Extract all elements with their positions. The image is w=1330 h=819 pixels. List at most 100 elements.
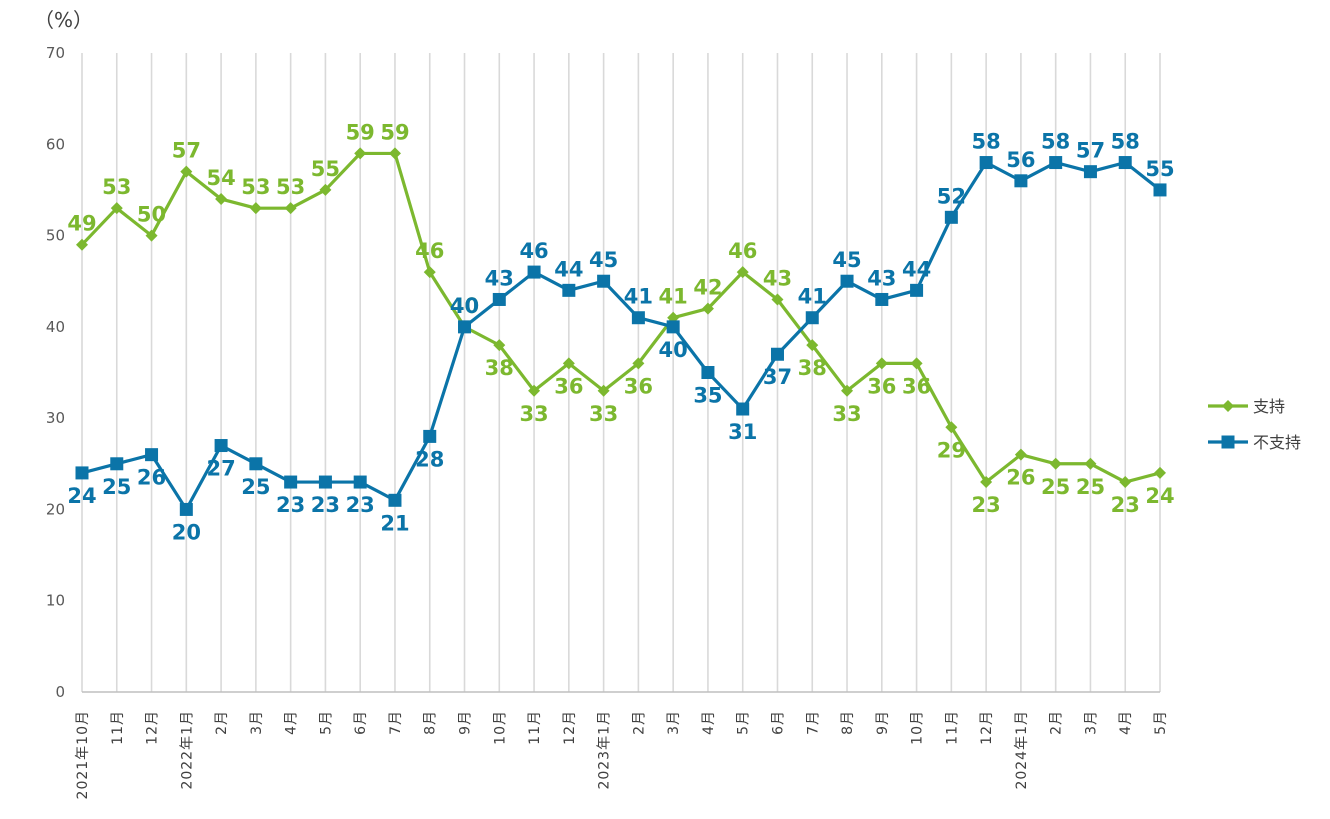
- data-point: [632, 357, 645, 370]
- data-point: [110, 202, 123, 215]
- data-point: [528, 384, 541, 397]
- data-label: 53: [276, 175, 305, 199]
- data-point: [910, 357, 923, 370]
- data-label: 57: [172, 139, 201, 163]
- data-label: 23: [311, 493, 340, 517]
- data-point: [806, 339, 819, 352]
- x-tick-label: 10月: [492, 710, 508, 745]
- data-label: 56: [1006, 148, 1035, 172]
- data-label: 25: [1041, 475, 1070, 499]
- data-label: 37: [763, 365, 792, 389]
- data-label: 59: [346, 120, 375, 144]
- data-point: [110, 457, 124, 471]
- x-tick-label: 5月: [736, 710, 752, 735]
- x-tick-label: 12月: [562, 710, 578, 745]
- data-point: [458, 320, 472, 334]
- x-tick-label: 2023年1月: [597, 710, 613, 790]
- data-label: 55: [1145, 157, 1174, 181]
- data-label: 40: [450, 294, 479, 318]
- x-tick-label: 8月: [840, 710, 856, 735]
- y-tick-label: 70: [46, 44, 65, 62]
- grid-lines: [81, 53, 1161, 692]
- data-point: [284, 475, 298, 489]
- x-tick-label: 10月: [910, 710, 926, 745]
- data-point: [284, 202, 297, 215]
- data-point: [666, 320, 680, 334]
- data-point: [1014, 174, 1028, 188]
- data-point: [180, 165, 193, 178]
- data-label: 59: [380, 120, 409, 144]
- data-point: [770, 347, 784, 361]
- data-label: 36: [867, 374, 896, 398]
- y-tick-label: 10: [46, 592, 65, 610]
- data-point: [423, 429, 437, 443]
- series-line: [80, 151, 1161, 484]
- data-label: 43: [763, 266, 792, 290]
- data-point: [179, 502, 193, 516]
- data-label: 33: [519, 402, 548, 426]
- data-point: [875, 357, 888, 370]
- data-label: 25: [1076, 475, 1105, 499]
- x-tick-label: 7月: [805, 710, 821, 735]
- data-label: 58: [972, 130, 1001, 154]
- data-point: [1049, 457, 1062, 470]
- x-tick-label: 2024年1月: [1014, 710, 1030, 790]
- data-point: [1084, 457, 1097, 470]
- data-point: [76, 238, 88, 251]
- y-tick-label: 60: [46, 135, 65, 153]
- data-point: [75, 466, 89, 480]
- data-label: 28: [415, 447, 444, 471]
- data-point: [979, 156, 993, 170]
- data-label: 31: [728, 420, 757, 444]
- x-tick-label: 6月: [353, 710, 369, 735]
- data-label: 23: [346, 493, 375, 517]
- data-label: 46: [728, 239, 757, 263]
- data-label: 45: [589, 248, 618, 272]
- data-label: 52: [937, 184, 966, 208]
- x-tick-label: 3月: [1083, 710, 1099, 735]
- data-label: 58: [1041, 130, 1070, 154]
- data-label: 38: [798, 356, 827, 380]
- data-label: 40: [450, 294, 479, 318]
- data-point: [318, 475, 332, 489]
- legend-label: 支持: [1253, 397, 1285, 416]
- data-label: 36: [624, 374, 653, 398]
- data-label: 26: [137, 466, 166, 490]
- data-point: [423, 266, 436, 279]
- x-tick-label: 11月: [944, 710, 960, 745]
- data-point: [353, 475, 367, 489]
- data-label: 55: [311, 157, 340, 181]
- data-point: [319, 183, 332, 196]
- data-label: 58: [1111, 130, 1140, 154]
- data-point: [388, 493, 402, 507]
- x-tick-label: 11月: [110, 710, 126, 745]
- x-tick-label: 6月: [770, 710, 786, 735]
- data-label: 29: [937, 438, 966, 462]
- data-label: 49: [67, 212, 96, 236]
- data-point: [805, 311, 819, 325]
- data-point: [562, 283, 576, 297]
- x-tick-label: 7月: [388, 710, 404, 735]
- data-label: 43: [485, 266, 514, 290]
- x-tick-label: 2月: [1049, 710, 1065, 735]
- x-tick-label: 9月: [875, 710, 891, 735]
- data-label: 41: [624, 285, 653, 309]
- series: [75, 147, 1167, 516]
- data-point: [354, 147, 367, 160]
- data-point: [701, 302, 714, 315]
- data-label: 38: [485, 356, 514, 380]
- y-tick-label: 30: [46, 409, 65, 427]
- data-label: 26: [1006, 466, 1035, 490]
- data-point: [214, 439, 228, 453]
- data-point: [841, 384, 854, 397]
- x-tick-label: 2月: [631, 710, 647, 735]
- data-label: 40: [659, 338, 688, 362]
- data-label: 23: [972, 493, 1001, 517]
- data-point: [1083, 165, 1097, 179]
- y-axis-unit-label: （%）: [34, 8, 93, 32]
- x-tick-label: 12月: [979, 710, 995, 745]
- data-point: [944, 210, 958, 224]
- x-tick-label: 2022年1月: [179, 710, 195, 790]
- data-point: [1153, 183, 1167, 197]
